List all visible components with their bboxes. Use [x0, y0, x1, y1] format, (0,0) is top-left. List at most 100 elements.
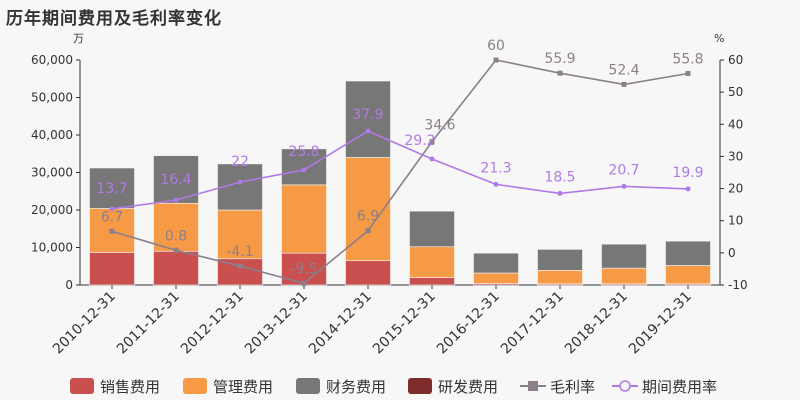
- legend-label: 研发费用: [438, 378, 498, 396]
- expense-rate-label: 20.7: [608, 162, 639, 178]
- right-axis-unit: %: [714, 32, 724, 45]
- series-line: [111, 59, 689, 285]
- line-point: [493, 181, 499, 187]
- bar-segment: [537, 270, 583, 285]
- right-tick-label: -10: [728, 278, 748, 292]
- bar-segment: [409, 246, 455, 278]
- data-labels: 6.7 0.8 -4.1 -9.5 6.9 34.6 60 55.9 52.4 55.8 13.7 1…: [96, 38, 703, 277]
- bar-segment: [665, 265, 711, 285]
- gross-margin-label: 34.6: [424, 118, 455, 134]
- bar-segment: [281, 184, 327, 254]
- line-point: [301, 167, 307, 173]
- gross-margin-label: -4.1: [226, 244, 253, 260]
- line-point: [237, 179, 243, 185]
- legend-swatch: [70, 378, 94, 394]
- line-point: [685, 186, 691, 192]
- legend-label: 期间费用率: [642, 378, 717, 396]
- bar-series: [89, 80, 711, 286]
- right-tick-label: 0: [728, 246, 736, 260]
- line-point: [173, 247, 179, 253]
- right-tick-label: 20: [728, 182, 743, 196]
- bar-segment: [89, 167, 135, 209]
- x-tick-label: 2011-12-31: [114, 289, 183, 358]
- expense-rate-label: 22: [231, 154, 249, 170]
- series-line: [111, 130, 689, 210]
- bar-segment: [409, 277, 455, 286]
- bar-segment: [473, 272, 519, 284]
- bar-segment: [89, 252, 135, 286]
- line-point: [621, 81, 627, 87]
- line-point: [365, 228, 371, 234]
- right-tick-label: 50: [728, 85, 743, 99]
- legend-marker: [528, 381, 538, 391]
- line-point: [109, 206, 115, 212]
- bar-segment: [409, 210, 455, 248]
- bar-segment: [537, 249, 583, 271]
- bar-segment: [345, 80, 391, 158]
- line-point: [173, 197, 179, 203]
- expense-rate-label: 16.4: [160, 172, 191, 188]
- legend-swatch: [296, 378, 320, 394]
- x-tick-label: 2010-12-31: [50, 289, 119, 358]
- bar-segment: [281, 148, 327, 186]
- left-axis-unit: 万: [73, 32, 84, 45]
- right-tick-label: 40: [728, 117, 743, 131]
- bar-segment: [153, 202, 199, 252]
- right-tick-label: 60: [728, 53, 743, 67]
- bar-segment: [601, 243, 647, 269]
- x-tick-label: 2014-12-31: [306, 289, 375, 358]
- x-tick-label: 2019-12-31: [626, 289, 695, 358]
- left-tick-label: 20,000: [31, 203, 73, 217]
- line-point: [429, 139, 435, 145]
- gross-margin-label: 6.9: [357, 209, 379, 225]
- gross-margin-label: 55.8: [672, 52, 703, 68]
- line-point: [493, 57, 499, 63]
- x-tick-label: 2012-12-31: [178, 289, 247, 358]
- legend-label: 管理费用: [213, 378, 273, 396]
- line-point: [365, 128, 371, 134]
- left-tick-label: 40,000: [31, 128, 73, 142]
- legend-swatch: [183, 378, 207, 394]
- bar-segment: [473, 252, 519, 274]
- bar-segment: [217, 209, 263, 260]
- expense-rate-label: 18.5: [544, 169, 575, 185]
- line-point: [685, 71, 691, 76]
- left-tick-label: 10,000: [31, 241, 73, 255]
- bar-segment: [601, 267, 647, 285]
- gross-margin-label: -9.5: [290, 261, 317, 277]
- gross-margin-label: 6.7: [101, 209, 123, 225]
- line-point: [109, 228, 115, 234]
- line-point: [557, 70, 563, 76]
- x-tick-label: 2018-12-31: [562, 289, 631, 358]
- line-series: [109, 57, 691, 286]
- line-point: [557, 190, 563, 196]
- bar-segment: [153, 250, 199, 286]
- left-tick-label: 60,000: [31, 53, 73, 67]
- legend-label: 销售费用: [100, 378, 160, 396]
- x-tick-label: 2013-12-31: [242, 289, 311, 358]
- expense-rate-label: 29.2: [404, 133, 435, 149]
- legend-swatch: [408, 378, 432, 394]
- gross-margin-label: 52.4: [608, 62, 639, 78]
- line-point: [237, 263, 243, 269]
- x-tick-label: 2015-12-31: [370, 289, 439, 358]
- legend-label: 财务费用: [326, 378, 386, 396]
- bar-segment: [665, 240, 711, 266]
- gross-margin-label: 0.8: [165, 228, 187, 244]
- line-point: [429, 156, 435, 162]
- x-tick-label: 2017-12-31: [498, 289, 567, 358]
- right-tick-label: 10: [728, 214, 743, 228]
- legend-marker: [619, 380, 631, 392]
- left-tick-label: 50,000: [31, 91, 73, 105]
- gross-margin-label: 55.9: [544, 51, 575, 67]
- line-point: [301, 280, 307, 286]
- right-tick-label: 30: [728, 149, 743, 163]
- legend: 销售费用 管理费用 财务费用 研发费用 毛利率 期间费用率: [70, 378, 717, 396]
- left-tick-label: 30,000: [31, 166, 73, 180]
- legend-label: 毛利率: [550, 378, 595, 396]
- expense-rate-label: 21.3: [480, 160, 511, 176]
- expense-rate-label: 25.8: [288, 144, 319, 160]
- line-point: [621, 183, 627, 189]
- chart-title: 历年期间费用及毛利率变化: [6, 9, 222, 29]
